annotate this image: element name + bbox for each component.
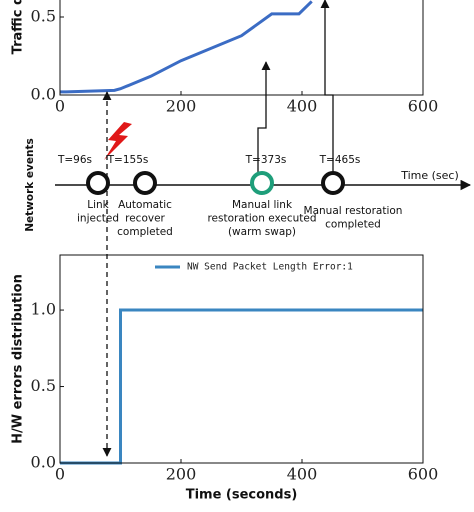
x-axis-label: Time (seconds) bbox=[186, 488, 298, 503]
x-tick-label: 200 bbox=[166, 465, 197, 484]
event-description: (warm swap) bbox=[228, 226, 296, 238]
y-axis-label: Traffic d bbox=[11, 0, 26, 54]
event-time: T=373s bbox=[245, 154, 287, 166]
event-time: T=465s bbox=[319, 154, 361, 166]
x-tick-label: 0 bbox=[55, 97, 65, 116]
y-tick-label: 0.5 bbox=[31, 376, 56, 395]
event-marker bbox=[250, 171, 274, 195]
timeline-ylabel: Network events bbox=[24, 138, 36, 232]
event-marker bbox=[86, 171, 110, 195]
x-tick-label: 600 bbox=[408, 465, 439, 484]
event-description: completed bbox=[325, 219, 381, 231]
x-tick-label: 0 bbox=[55, 465, 65, 484]
y-tick-label: 0.5 bbox=[31, 7, 56, 26]
arrow bbox=[257, 61, 271, 172]
timeline-events: T=96sLinkinjectedT=155sAutomaticrecoverc… bbox=[57, 154, 402, 238]
event-marker bbox=[321, 171, 345, 195]
x-tick-label: 200 bbox=[166, 97, 197, 116]
event-description: Automatic bbox=[118, 199, 172, 211]
series-line bbox=[60, 0, 313, 94]
event-time: T=155s bbox=[107, 154, 149, 166]
plot-frame bbox=[59, 254, 424, 464]
event-description: recover bbox=[125, 213, 165, 225]
event-description: Manual link bbox=[232, 199, 293, 211]
x-tick-label: 600 bbox=[408, 97, 439, 116]
event-marker bbox=[133, 171, 157, 195]
legend-label: NW Send Packet Length Error:1 bbox=[187, 262, 353, 273]
event-description: completed bbox=[117, 226, 173, 238]
plot-frame bbox=[59, 0, 424, 96]
arrow bbox=[320, 0, 334, 172]
event-description: Manual restoration bbox=[304, 205, 403, 217]
y-tick-label: 0.0 bbox=[31, 85, 56, 104]
series-line bbox=[60, 308, 423, 465]
y-tick-label: 1.0 bbox=[31, 300, 56, 319]
timeline-axis-label: Time (sec) bbox=[400, 169, 459, 182]
y-tick-label: 0.0 bbox=[31, 453, 56, 472]
event-time: T=96s bbox=[57, 154, 92, 166]
x-tick-label: 400 bbox=[287, 465, 318, 484]
x-tick-label: 400 bbox=[287, 97, 318, 116]
event-description: restoration executed bbox=[207, 213, 316, 225]
event-description: Link bbox=[87, 199, 109, 211]
event-description: injected bbox=[77, 213, 119, 225]
y-axis-label: H/W errors distribution bbox=[11, 274, 26, 444]
